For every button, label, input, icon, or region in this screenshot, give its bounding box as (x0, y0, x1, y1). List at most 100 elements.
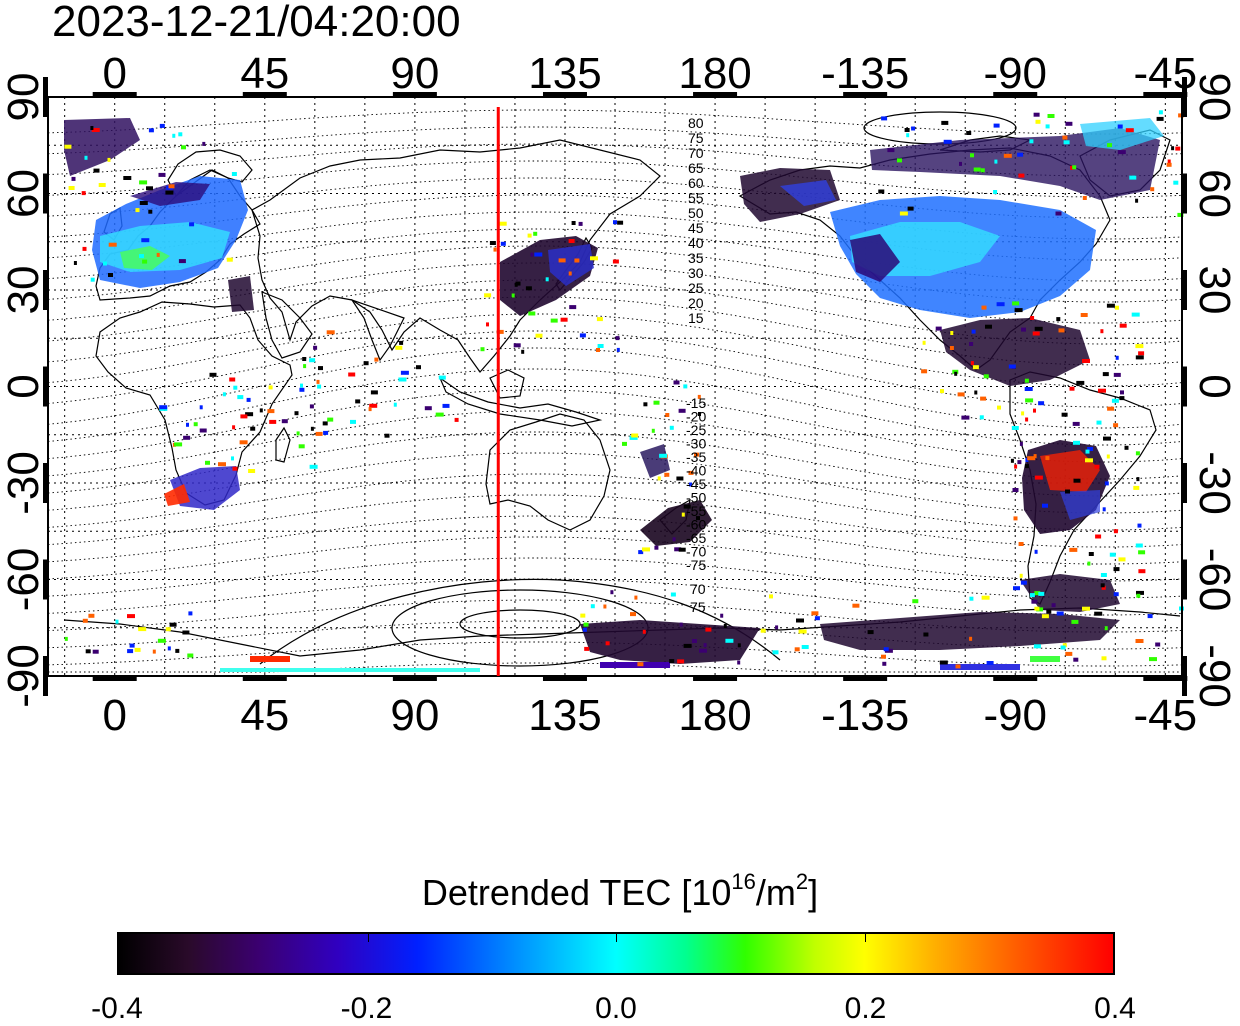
tec-speckle (205, 460, 210, 465)
tec-speckle (493, 247, 497, 252)
coast-borneo (489, 369, 525, 399)
tec-speckle (654, 545, 659, 550)
tec-speckle (178, 259, 186, 264)
tec-speckle (1147, 614, 1153, 619)
tec-speckle (688, 470, 694, 475)
contour-line (47, 578, 1183, 616)
tec-speckle (296, 431, 300, 436)
colorbar-tick-label: -0.4 (91, 992, 143, 1025)
tec-speckle (657, 476, 661, 481)
tec-speckle (182, 630, 190, 635)
tec-speckle (1041, 614, 1049, 619)
tec-speckle (73, 261, 77, 265)
tec-speckle (772, 650, 779, 655)
tec-speckle (1125, 128, 1134, 133)
tec-speckle (973, 167, 981, 172)
y-tick-label-left: 60 (0, 169, 48, 218)
tec-speckle (966, 131, 972, 135)
tec-speckle (189, 222, 195, 227)
tec-speckle (653, 400, 660, 405)
tec-patch-caribbean (940, 318, 1090, 386)
right-tick-band (1182, 366, 1187, 407)
tec-speckle (904, 128, 910, 132)
tec-speckle (814, 616, 820, 621)
tec-speckle (1013, 586, 1020, 591)
contour-label: -65 (686, 530, 706, 546)
tec-speckle (723, 624, 727, 628)
tec-speckle (259, 408, 263, 413)
tec-speckle (699, 648, 707, 653)
contour-line (47, 313, 1183, 387)
tec-speckle (1094, 611, 1103, 616)
tec-speckle (1073, 657, 1079, 662)
tec-speckle (1113, 372, 1121, 377)
tec-speckle (1118, 557, 1126, 562)
tec-speckle (240, 414, 248, 419)
tec-speckle (108, 242, 117, 247)
tec-speckle (568, 239, 575, 243)
tec-speckle (1030, 316, 1035, 320)
tec-speckle (980, 396, 987, 401)
tec-speckle (1095, 534, 1102, 539)
right-tick-band (1182, 463, 1187, 503)
contour-label: -20 (686, 409, 706, 425)
tec-speckle (1021, 327, 1026, 332)
tec-speckle (165, 627, 171, 632)
tec-speckle (1073, 440, 1080, 445)
tec-speckle (737, 660, 741, 665)
tec-speckle (950, 331, 954, 335)
colorbar-title: Detrended TEC [1016/m2] (421, 869, 819, 914)
tec-speckle (454, 417, 459, 422)
tec-speckle (108, 273, 113, 277)
tec-patch-arctic-cyan (1080, 118, 1164, 150)
tec-speckle (368, 407, 372, 412)
tec-speckle (1094, 464, 1100, 469)
tec-speckle (798, 629, 807, 634)
tec-speckle (1101, 656, 1107, 661)
tec-speckle (1082, 606, 1090, 611)
tec-speckle (630, 612, 636, 617)
tec-speckle (323, 430, 329, 435)
tec-speckle (1032, 331, 1040, 336)
tec-speckle (705, 627, 712, 632)
tec-speckle (1062, 643, 1067, 648)
tec-speckle (1135, 543, 1143, 548)
bottom-tick-band (542, 676, 587, 681)
top-tick-band (1143, 92, 1188, 97)
tec-speckle (90, 126, 94, 130)
tec-speckle (605, 641, 610, 646)
tec-speckle (169, 622, 177, 627)
tec-speckle (696, 516, 700, 521)
tec-speckle (980, 168, 985, 173)
tec-speckle (979, 415, 984, 420)
tec-patch-sa-blue (1060, 490, 1100, 520)
tec-speckle (949, 346, 954, 350)
tec-speckle (596, 317, 603, 322)
tec-speckle (348, 372, 356, 377)
tec-speckle (638, 550, 644, 555)
tec-speckle (309, 358, 316, 363)
tec-speckle (1136, 593, 1141, 598)
tec-speckle (384, 433, 390, 438)
coast-scandinavia (167, 149, 253, 197)
tec-speckle (1107, 143, 1112, 148)
tec-speckle (309, 404, 314, 409)
tec-speckle (603, 604, 607, 609)
tec-speckle (1087, 561, 1091, 566)
contour-label: -25 (686, 422, 706, 438)
tec-speckle (202, 141, 206, 146)
tec-speckle (313, 345, 318, 350)
tec-speckle (1024, 464, 1029, 469)
tec-patch-nz-north (640, 444, 670, 478)
contour-label: -35 (686, 449, 706, 465)
tec-speckle (369, 403, 378, 408)
tec-speckle (584, 646, 590, 651)
contour-label: 30 (688, 265, 704, 281)
tec-speckle (1019, 573, 1023, 578)
tec-speckle (294, 411, 299, 416)
contour-line (47, 557, 1183, 599)
tec-speckle (673, 380, 680, 385)
tec-speckle (1129, 175, 1137, 180)
tec-speckle (1070, 165, 1075, 170)
tec-speckle (187, 653, 194, 658)
